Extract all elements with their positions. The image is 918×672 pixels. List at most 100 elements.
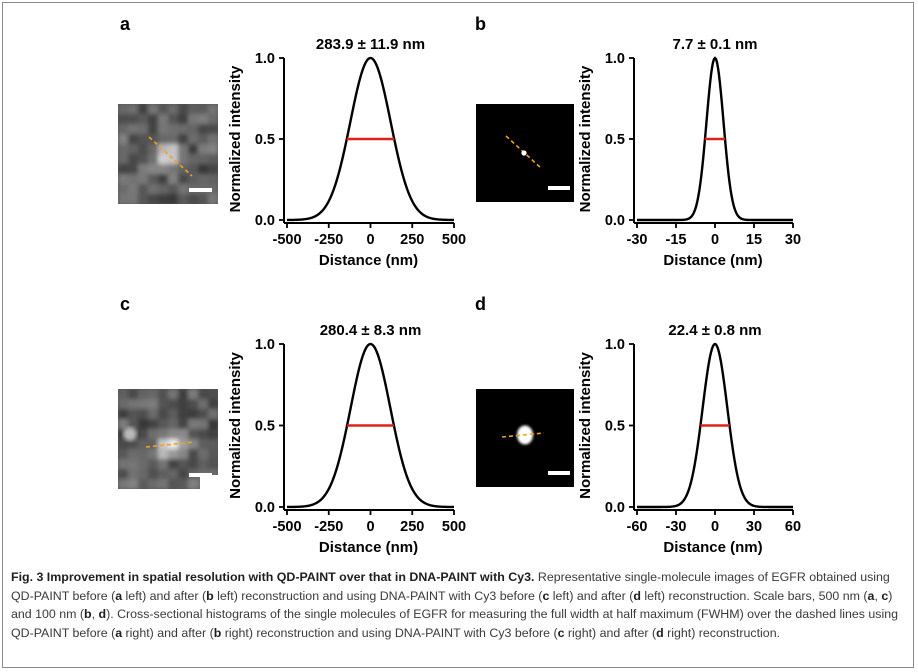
image-pixel xyxy=(168,419,179,430)
image-pixel xyxy=(128,104,139,115)
figure-caption: Fig. 3 Improvement in spatial resolution… xyxy=(11,568,906,642)
y-tick-label: 0.5 xyxy=(255,419,275,435)
image-pixel xyxy=(198,134,209,145)
y-tick-label: 0.5 xyxy=(255,132,275,148)
image-pixel xyxy=(128,459,139,470)
panel-c: c 280.4 ± 8.3 nm -500 -250 0 250 500 0.0 0.5 1.0 D… xyxy=(118,294,466,556)
x-axis-label: Distance (nm) xyxy=(663,252,762,269)
y-tick-label: 0.0 xyxy=(255,213,275,229)
caption-ref: c xyxy=(881,588,889,603)
image-pixel xyxy=(208,459,218,470)
image-pixel xyxy=(138,459,149,470)
image-pixel xyxy=(138,399,149,410)
image-pixel xyxy=(148,439,159,450)
image-pixel xyxy=(128,469,139,480)
image-pixel xyxy=(118,154,129,165)
image-pixel xyxy=(188,399,199,410)
image-pixel xyxy=(208,419,218,430)
profile-chart: 7.7 ± 0.1 nm -30 -15 0 15 30 0.0 0.5 1.0 Distance… xyxy=(577,36,801,269)
x-tick-label: 30 xyxy=(746,519,762,535)
x-tick-label: 0 xyxy=(711,519,719,535)
x-tick-label: 60 xyxy=(785,519,801,535)
image-pixel xyxy=(198,449,209,460)
image-pixel xyxy=(178,144,189,155)
caption-text: left) reconstruction. Scale bars, 500 nm… xyxy=(640,588,868,603)
x-axis-label: Distance (nm) xyxy=(319,539,418,556)
image-pixel xyxy=(198,104,209,115)
y-tick-label: 0.5 xyxy=(605,132,625,148)
dashed-line xyxy=(501,432,545,438)
image-pixel xyxy=(158,479,169,489)
image-pixel xyxy=(208,154,218,165)
image-pixel xyxy=(138,479,149,489)
image-pixel xyxy=(118,469,129,480)
y-tick-label: 1.0 xyxy=(255,337,275,353)
image-pixel xyxy=(168,124,179,135)
image-pixel xyxy=(158,184,169,195)
x-axis-label: Distance (nm) xyxy=(663,539,762,556)
chart-title: 280.4 ± 8.3 nm xyxy=(320,322,422,339)
image-pixel xyxy=(178,104,189,115)
image-pixel xyxy=(138,469,149,480)
image-pixel xyxy=(158,104,169,115)
caption-ref: b xyxy=(213,625,222,640)
image-pixel xyxy=(138,174,149,185)
image-pixel xyxy=(148,164,159,175)
image-pixel xyxy=(198,419,209,430)
caption-label: Fig. 3 Improvement in spatial resolution… xyxy=(11,570,535,584)
image-pixel xyxy=(148,174,159,185)
image-pixel xyxy=(178,194,189,204)
image-pixel xyxy=(188,134,199,145)
image-pixel xyxy=(128,154,139,165)
caption-ref: d xyxy=(656,625,664,640)
image-pixel xyxy=(158,164,169,175)
caption-ref: b xyxy=(206,588,214,603)
image-pixel xyxy=(148,154,159,165)
image-pixel xyxy=(208,389,218,400)
y-axis-label: Normalized intensity xyxy=(227,65,244,212)
caption-ref: a xyxy=(115,625,123,640)
image-pixel xyxy=(118,184,129,195)
x-tick-label: -60 xyxy=(627,519,648,535)
chart-title: 7.7 ± 0.1 nm xyxy=(673,36,758,53)
image-pixel xyxy=(158,124,169,135)
image-pixel xyxy=(118,124,129,135)
y-axis-label: Normalized intensity xyxy=(227,351,244,498)
image-pixel xyxy=(138,449,149,460)
x-tick-label: 0 xyxy=(366,519,374,535)
image-pixel xyxy=(168,174,179,185)
image-pixel xyxy=(128,164,139,175)
y-tick-label: 1.0 xyxy=(255,51,275,67)
single-molecule-image xyxy=(118,389,218,489)
bright-patch xyxy=(200,475,218,489)
image-pixel xyxy=(178,479,189,489)
image-pixel xyxy=(188,104,199,115)
scale-bar xyxy=(548,186,570,190)
image-pixel xyxy=(138,134,149,145)
caption-text: right) reconstruction and using DNA-PAIN… xyxy=(221,625,558,640)
image-pixel xyxy=(198,144,209,155)
image-pixel xyxy=(168,479,179,489)
image-pixel xyxy=(138,124,149,135)
image-pixel xyxy=(168,409,179,420)
x-tick-label: 15 xyxy=(746,232,762,248)
image-pixel xyxy=(168,154,179,165)
image-pixel xyxy=(118,409,129,420)
image-noise xyxy=(118,389,218,489)
y-tick-label: 1.0 xyxy=(605,51,625,67)
image-pixel xyxy=(158,134,169,145)
image-pixel xyxy=(158,409,169,420)
image-pixel xyxy=(208,469,218,480)
image-pixel xyxy=(128,399,139,410)
x-tick-label: -30 xyxy=(666,519,687,535)
image-pixel xyxy=(198,124,209,135)
image-pixel xyxy=(198,409,209,420)
image-pixel xyxy=(118,479,129,489)
image-pixel xyxy=(148,104,159,115)
image-pixel xyxy=(178,154,189,165)
image-pixel xyxy=(168,399,179,410)
caption-text: right) reconstruction. xyxy=(663,625,781,640)
image-pixel xyxy=(188,389,199,400)
chart-title: 22.4 ± 0.8 nm xyxy=(668,322,761,339)
